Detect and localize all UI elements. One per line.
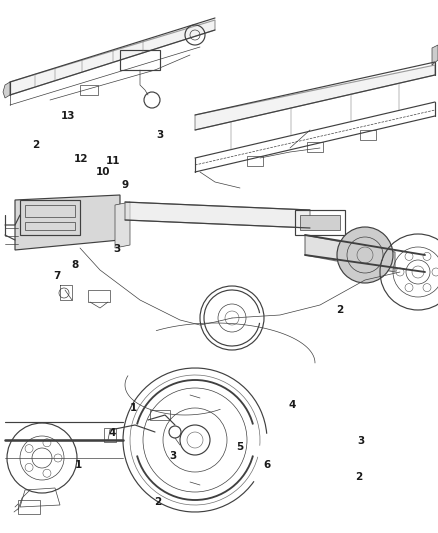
Text: 5: 5 xyxy=(237,442,244,451)
Text: 12: 12 xyxy=(74,154,88,164)
Text: 11: 11 xyxy=(106,156,120,166)
Text: 4: 4 xyxy=(108,429,115,438)
Bar xyxy=(300,215,340,230)
Bar xyxy=(18,500,40,514)
Text: 2: 2 xyxy=(32,140,39,150)
Text: 10: 10 xyxy=(95,167,110,176)
Polygon shape xyxy=(3,82,10,98)
Text: 3: 3 xyxy=(156,131,163,140)
Bar xyxy=(88,290,110,302)
Text: 3: 3 xyxy=(358,437,365,446)
Text: 2: 2 xyxy=(154,497,161,507)
Text: 1: 1 xyxy=(130,403,137,413)
Text: 2: 2 xyxy=(356,472,363,482)
Polygon shape xyxy=(432,45,438,65)
Polygon shape xyxy=(15,195,120,250)
Bar xyxy=(360,130,376,140)
Text: 13: 13 xyxy=(60,111,75,121)
Text: 3: 3 xyxy=(114,245,121,254)
Bar xyxy=(25,205,75,217)
Text: 3: 3 xyxy=(170,451,177,461)
Bar xyxy=(20,200,80,235)
Bar xyxy=(307,142,323,152)
Text: 6: 6 xyxy=(264,460,271,470)
Text: 4: 4 xyxy=(289,400,296,410)
Polygon shape xyxy=(195,65,435,130)
Text: 9: 9 xyxy=(121,181,128,190)
Bar xyxy=(150,410,170,420)
Circle shape xyxy=(337,227,393,283)
Polygon shape xyxy=(10,20,215,95)
Text: 1: 1 xyxy=(75,460,82,470)
Text: 7: 7 xyxy=(53,271,60,281)
Text: 2: 2 xyxy=(336,305,343,315)
Polygon shape xyxy=(125,202,310,228)
Text: 8: 8 xyxy=(72,261,79,270)
Bar xyxy=(247,156,263,166)
Bar xyxy=(25,222,75,230)
Polygon shape xyxy=(305,235,395,272)
Bar xyxy=(80,85,98,95)
Polygon shape xyxy=(115,202,130,248)
Bar xyxy=(120,50,160,70)
Bar xyxy=(295,210,345,235)
Bar xyxy=(104,428,116,442)
